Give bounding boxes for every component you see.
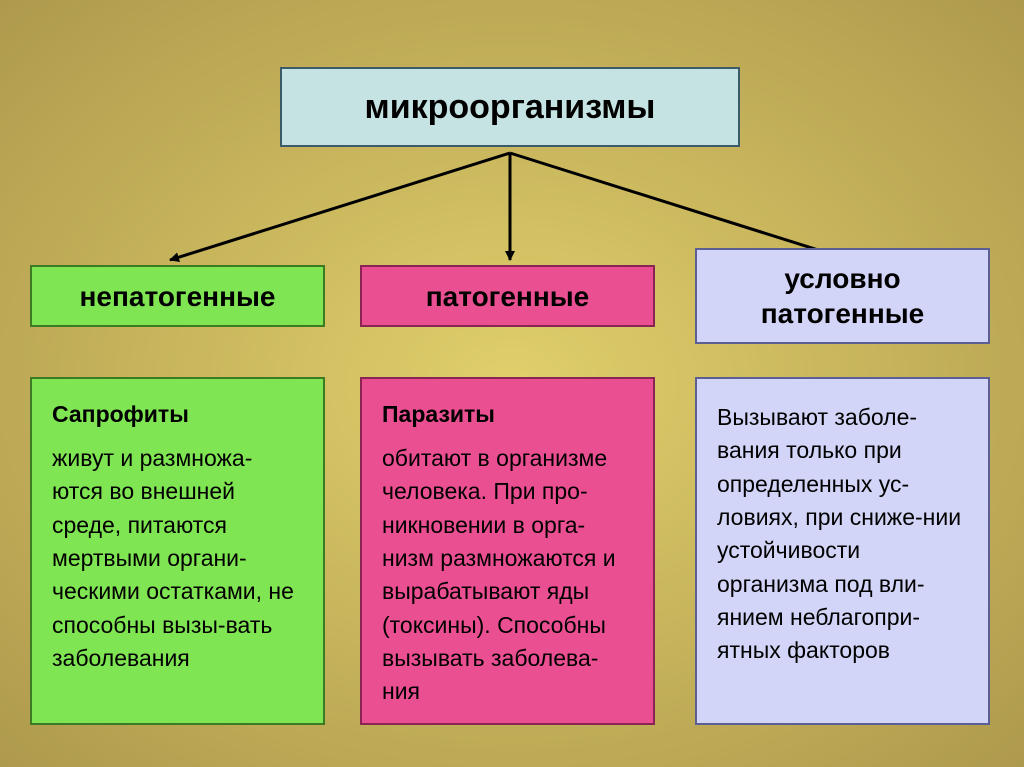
category-desc-box: Вызывают заболе-вания только при определ… <box>695 377 990 725</box>
category-title-label: условно патогенные <box>705 261 980 331</box>
category-desc-box: Сапрофиты живут и размножа-ются во внешне… <box>30 377 325 725</box>
diagram-canvas: микроорганизмы непатогенные Сапрофиты живут… <box>0 0 1024 767</box>
root-node-label: микроорганизмы <box>365 88 656 127</box>
category-desc-box: Паразиты обитают в организме человека. Пр… <box>360 377 655 725</box>
category-desc-text: Вызывают заболе-вания только при определ… <box>717 401 968 668</box>
root-node: микроорганизмы <box>280 67 740 147</box>
category-title-box: условно патогенные <box>695 248 990 344</box>
category-title-label: патогенные <box>426 279 589 314</box>
category-desc-text: обитают в организме человека. При про-ни… <box>382 442 633 709</box>
category-desc-heading: Сапрофиты <box>52 401 303 428</box>
category-desc-text: живут и размножа-ются во внешней среде, … <box>52 442 303 675</box>
category-desc-heading: Паразиты <box>382 401 633 428</box>
category-title-label: непатогенные <box>80 279 276 314</box>
category-title-box: непатогенные <box>30 265 325 327</box>
category-title-box: патогенные <box>360 265 655 327</box>
